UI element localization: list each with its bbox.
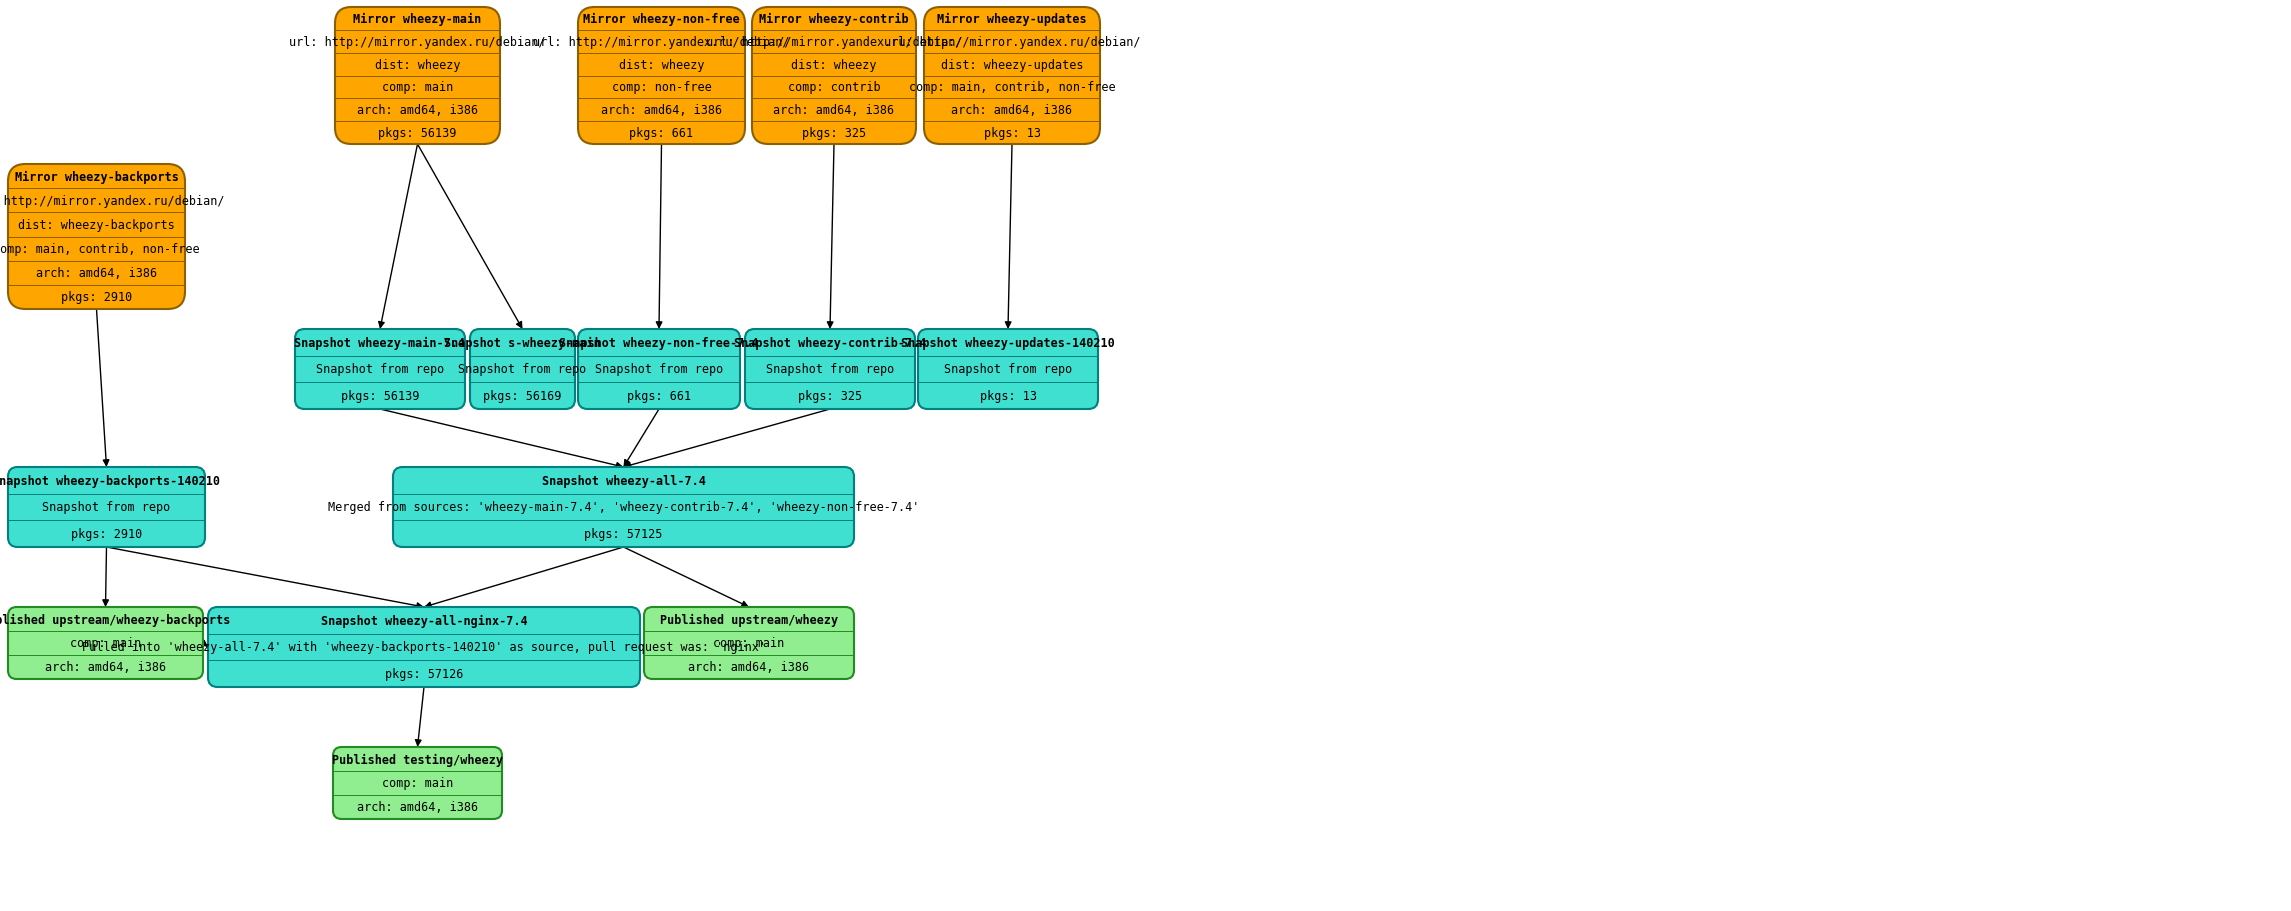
Text: Snapshot wheezy-updates-140210: Snapshot wheezy-updates-140210 xyxy=(900,336,1116,350)
Text: dist: wheezy-backports: dist: wheezy-backports xyxy=(18,219,174,231)
Text: url: http://mirror.yandex.ru/debian/: url: http://mirror.yandex.ru/debian/ xyxy=(289,36,545,48)
Text: url: http://mirror.yandex.ru/debian/: url: http://mirror.yandex.ru/debian/ xyxy=(0,195,225,208)
Text: comp: main: comp: main xyxy=(713,637,784,650)
FancyBboxPatch shape xyxy=(7,608,204,680)
Text: pkgs: 13: pkgs: 13 xyxy=(983,127,1040,140)
Text: Mirror wheezy-updates: Mirror wheezy-updates xyxy=(937,13,1086,26)
Text: url: http://mirror.yandex.ru/debian/: url: http://mirror.yandex.ru/debian/ xyxy=(706,36,962,48)
Text: Merged from sources: 'wheezy-main-7.4', 'wheezy-contrib-7.4', 'wheezy-non-free-7: Merged from sources: 'wheezy-main-7.4', … xyxy=(328,501,919,514)
Text: Snapshot wheezy-backports-140210: Snapshot wheezy-backports-140210 xyxy=(0,475,220,487)
Text: comp: main: comp: main xyxy=(383,777,454,790)
Text: Snapshot wheezy-all-nginx-7.4: Snapshot wheezy-all-nginx-7.4 xyxy=(321,614,527,627)
FancyBboxPatch shape xyxy=(470,330,575,410)
Text: Snapshot from repo: Snapshot from repo xyxy=(41,501,170,514)
Text: Mirror wheezy-non-free: Mirror wheezy-non-free xyxy=(584,13,740,26)
Text: pkgs: 56139: pkgs: 56139 xyxy=(378,127,456,140)
FancyBboxPatch shape xyxy=(644,608,855,680)
Text: Mirror wheezy-main: Mirror wheezy-main xyxy=(353,13,481,26)
Text: pkgs: 56169: pkgs: 56169 xyxy=(483,390,561,403)
FancyBboxPatch shape xyxy=(923,8,1100,145)
Text: arch: amd64, i386: arch: amd64, i386 xyxy=(357,801,479,814)
FancyBboxPatch shape xyxy=(577,330,740,410)
FancyBboxPatch shape xyxy=(751,8,916,145)
Text: pkgs: 2910: pkgs: 2910 xyxy=(71,527,142,540)
Text: Snapshot wheezy-main-7.4: Snapshot wheezy-main-7.4 xyxy=(296,336,465,350)
FancyBboxPatch shape xyxy=(745,330,914,410)
Text: pkgs: 57125: pkgs: 57125 xyxy=(584,527,662,540)
FancyBboxPatch shape xyxy=(296,330,465,410)
Text: arch: amd64, i386: arch: amd64, i386 xyxy=(600,104,722,118)
Text: arch: amd64, i386: arch: amd64, i386 xyxy=(46,660,165,674)
Text: comp: main: comp: main xyxy=(69,637,142,650)
Text: arch: amd64, i386: arch: amd64, i386 xyxy=(774,104,893,118)
Text: comp: non-free: comp: non-free xyxy=(612,81,713,95)
Text: arch: amd64, i386: arch: amd64, i386 xyxy=(687,660,809,674)
Text: Snapshot s-wheezy-main: Snapshot s-wheezy-main xyxy=(444,336,600,350)
Text: comp: contrib: comp: contrib xyxy=(788,81,880,95)
Text: pkgs: 57126: pkgs: 57126 xyxy=(385,668,463,681)
Text: Snapshot from repo: Snapshot from repo xyxy=(458,363,586,376)
Text: Published upstream/wheezy: Published upstream/wheezy xyxy=(660,613,839,626)
FancyBboxPatch shape xyxy=(394,467,855,548)
FancyBboxPatch shape xyxy=(7,467,204,548)
Text: pkgs: 2910: pkgs: 2910 xyxy=(62,292,133,304)
Text: Snapshot from repo: Snapshot from repo xyxy=(596,363,724,376)
FancyBboxPatch shape xyxy=(334,8,499,145)
Text: Pulled into 'wheezy-all-7.4' with 'wheezy-backports-140210' as source, pull requ: Pulled into 'wheezy-all-7.4' with 'wheez… xyxy=(82,640,765,654)
Text: Published testing/wheezy: Published testing/wheezy xyxy=(332,752,504,766)
Text: comp: main: comp: main xyxy=(383,81,454,95)
Text: dist: wheezy-updates: dist: wheezy-updates xyxy=(942,58,1084,71)
FancyBboxPatch shape xyxy=(7,165,186,310)
Text: pkgs: 56139: pkgs: 56139 xyxy=(341,390,419,403)
Text: Snapshot from repo: Snapshot from repo xyxy=(944,363,1072,376)
Text: Mirror wheezy-backports: Mirror wheezy-backports xyxy=(14,170,179,183)
Text: arch: amd64, i386: arch: amd64, i386 xyxy=(951,104,1072,118)
Text: dist: wheezy: dist: wheezy xyxy=(619,58,703,71)
Text: Mirror wheezy-contrib: Mirror wheezy-contrib xyxy=(758,13,910,26)
Text: url: http://mirror.yandex.ru/debian/: url: http://mirror.yandex.ru/debian/ xyxy=(884,36,1141,48)
Text: arch: amd64, i386: arch: amd64, i386 xyxy=(37,267,158,280)
Text: pkgs: 661: pkgs: 661 xyxy=(630,127,694,140)
Text: pkgs: 13: pkgs: 13 xyxy=(981,390,1036,403)
Text: dist: wheezy: dist: wheezy xyxy=(790,58,877,71)
Text: Snapshot wheezy-non-free-7.4: Snapshot wheezy-non-free-7.4 xyxy=(559,336,758,350)
FancyBboxPatch shape xyxy=(577,8,745,145)
Text: url: http://mirror.yandex.ru/debian/: url: http://mirror.yandex.ru/debian/ xyxy=(534,36,790,48)
Text: arch: amd64, i386: arch: amd64, i386 xyxy=(357,104,479,118)
Text: pkgs: 661: pkgs: 661 xyxy=(628,390,692,403)
Text: comp: main, contrib, non-free: comp: main, contrib, non-free xyxy=(0,243,199,256)
Text: pkgs: 325: pkgs: 325 xyxy=(797,390,861,403)
Text: dist: wheezy: dist: wheezy xyxy=(376,58,460,71)
Text: Snapshot wheezy-contrib-7.4: Snapshot wheezy-contrib-7.4 xyxy=(733,336,926,350)
Text: Snapshot from repo: Snapshot from repo xyxy=(316,363,444,376)
Text: Snapshot from repo: Snapshot from repo xyxy=(765,363,893,376)
FancyBboxPatch shape xyxy=(332,747,502,819)
Text: Published upstream/wheezy-backports: Published upstream/wheezy-backports xyxy=(0,613,229,626)
Text: Snapshot wheezy-all-7.4: Snapshot wheezy-all-7.4 xyxy=(541,475,706,487)
FancyBboxPatch shape xyxy=(919,330,1097,410)
Text: comp: main, contrib, non-free: comp: main, contrib, non-free xyxy=(910,81,1116,95)
FancyBboxPatch shape xyxy=(208,608,639,687)
Text: pkgs: 325: pkgs: 325 xyxy=(802,127,866,140)
